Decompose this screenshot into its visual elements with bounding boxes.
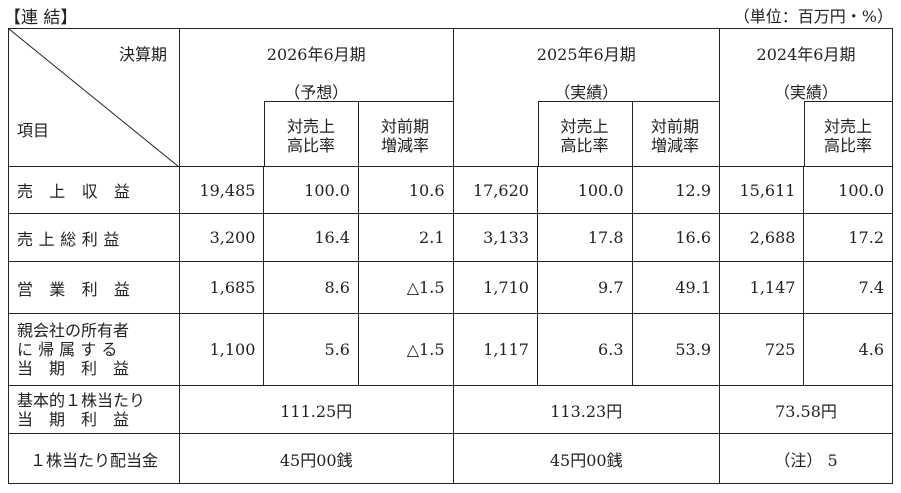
item-label: 項目	[17, 121, 50, 140]
eps-row: 基本的１株当たり 当 期 利 益 111.25円 113.23円 73.58円	[8, 385, 893, 434]
cell: 100.0	[536, 166, 633, 214]
row-label: 売 上 収 益	[8, 166, 180, 214]
sub-growth-2025: 対前期 増減率	[650, 117, 699, 155]
table-row: 営 業 利 益 1,685 8.6 △1.5 1,710 9.7 49.1 1,…	[8, 261, 893, 314]
cell: 2,688	[718, 213, 805, 262]
cell: 2.1	[357, 213, 454, 262]
dividend-row: １株当たり配当金 45円00銭 45円00銭 （注） 5	[8, 433, 893, 484]
cell: 1,117	[452, 313, 538, 386]
sub-ratio-2024: 対売上 高比率	[823, 117, 872, 155]
cell: 1,100	[178, 313, 265, 386]
table-row: 売 上 収 益 19,485 100.0 10.6 17,620 100.0 1…	[8, 166, 893, 214]
row-label: 営 業 利 益	[8, 261, 180, 314]
dividend-2024: （注） 5	[719, 433, 893, 484]
sub-ratio-2025: 対売上 高比率	[560, 117, 609, 155]
period-2024-type: （実績）	[773, 83, 838, 102]
period-2026-type: （予想）	[284, 83, 349, 102]
cell: 7.4	[803, 261, 893, 314]
corner-header: 決算期 項目	[8, 28, 180, 167]
cell: 53.9	[631, 313, 720, 386]
cell: 100.0	[803, 166, 893, 214]
eps-label: 基本的１株当たり 当 期 利 益	[8, 385, 180, 434]
row-label: 売上総利益	[8, 213, 180, 262]
cell: 16.4	[263, 213, 359, 262]
cell: 19,485	[178, 166, 265, 214]
cell: 9.7	[536, 261, 633, 314]
table-row: 親会社の所有者 に 帰 属 す る 当 期 利 益 1,100 5.6 △1.5…	[8, 313, 893, 386]
period-2026-name: 2026年6月期	[266, 45, 366, 64]
cell: 16.6	[631, 213, 720, 262]
cell: △1.5	[357, 261, 454, 314]
eps-2025: 113.23円	[452, 385, 720, 434]
cell: 1,685	[178, 261, 265, 314]
cell: 49.1	[631, 261, 720, 314]
financial-table: 決算期 項目 2026年6月期 （予想） 対売上 高比率 対前期 増減率	[8, 28, 893, 484]
dividend-2026: 45円00銭	[178, 433, 454, 484]
cell: 5.6	[263, 313, 359, 386]
cell: 17.2	[803, 213, 893, 262]
cell: 17,620	[452, 166, 538, 214]
cell: 15,611	[718, 166, 805, 214]
eps-2026: 111.25円	[178, 385, 454, 434]
period-2025-name: 2025年6月期	[536, 45, 636, 64]
cell: 17.8	[536, 213, 633, 262]
period-label: 決算期	[118, 45, 167, 64]
cell: 12.9	[631, 166, 720, 214]
cell: 8.6	[263, 261, 359, 314]
cell: 6.3	[536, 313, 633, 386]
dividend-2025: 45円00銭	[452, 433, 720, 484]
cell: 1,710	[452, 261, 538, 314]
cell: 725	[718, 313, 805, 386]
period-2025-type: （実績）	[554, 83, 619, 102]
unit-note: （単位：百万円・%）	[733, 7, 893, 26]
diagonal-line	[9, 29, 178, 166]
table-row: 売上総利益 3,200 16.4 2.1 3,133 17.8 16.6 2,6…	[8, 213, 893, 262]
sub-ratio-2026: 対売上 高比率	[286, 117, 335, 155]
dividend-label: １株当たり配当金	[8, 433, 180, 484]
period-2026: 2026年6月期 （予想） 対売上 高比率 対前期 増減率	[178, 28, 454, 167]
cell: 3,200	[178, 213, 265, 262]
period-2025: 2025年6月期 （実績） 対売上 高比率 対前期 増減率	[452, 28, 720, 167]
period-2024-name: 2024年6月期	[756, 45, 856, 64]
period-2024: 2024年6月期 （実績） 対売上 高比率	[719, 28, 893, 167]
cell: △1.5	[357, 313, 454, 386]
cell: 10.6	[357, 166, 454, 214]
cell: 1,147	[718, 261, 805, 314]
row-label: 親会社の所有者 に 帰 属 す る 当 期 利 益	[8, 313, 180, 386]
section-title: 【連 結】	[4, 8, 78, 28]
sub-growth-2026: 対前期 増減率	[380, 117, 429, 155]
cell: 4.6	[803, 313, 893, 386]
cell: 3,133	[452, 213, 538, 262]
cell: 100.0	[263, 166, 359, 214]
eps-2024: 73.58円	[719, 385, 893, 434]
